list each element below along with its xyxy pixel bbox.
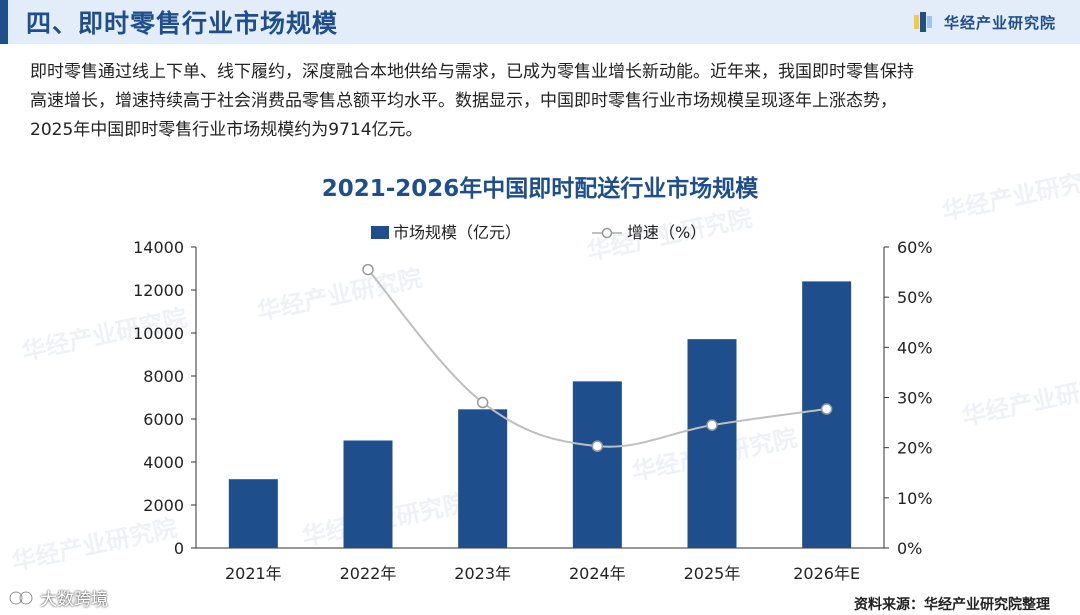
x-tick-label: 2026年E — [793, 564, 860, 583]
y-left-tick-label: 8000 — [143, 367, 184, 386]
y-right-tick-label: 20% — [897, 439, 933, 458]
x-tick-label: 2024年 — [569, 564, 626, 583]
bar — [687, 339, 737, 548]
x-tick-label: 2021年 — [225, 564, 282, 583]
y-right-ticks: 0% 10% 20% 30% 40% 50% 60% — [884, 238, 933, 558]
growth-point — [591, 440, 604, 452]
y-left-tick-label: 0 — [174, 539, 184, 558]
platform-name: 大数跨境 — [40, 590, 108, 610]
growth-point — [476, 396, 489, 409]
y-left-tick-label: 2000 — [143, 496, 184, 515]
bar — [343, 440, 393, 548]
legend-bar-swatch — [371, 226, 389, 239]
legend-label-line: 增速（%） — [627, 223, 706, 242]
brand-name: 华经产业研究院 — [943, 13, 1056, 32]
platform-watermark: 大数跨境 — [8, 585, 108, 610]
bar-series — [228, 281, 852, 548]
y-right-tick-label: 30% — [897, 389, 933, 408]
intro-line: 2025年中国即时零售行业市场规模约为9714亿元。 — [30, 120, 423, 140]
y-right-tick-label: 60% — [897, 238, 933, 257]
y-left-tick-label: 10000 — [133, 324, 184, 343]
chart-title: 2021-2026年中国即时配送行业市场规模 — [322, 175, 760, 202]
brand-logo-icon — [913, 12, 932, 32]
y-left-tick-label: 14000 — [133, 238, 184, 257]
y-right-tick-label: 0% — [897, 539, 922, 558]
title-accent-bar — [0, 0, 8, 44]
legend: 市场规模（亿元） 增速（%） — [371, 223, 706, 242]
growth-point — [820, 403, 833, 415]
y-right-tick-label: 40% — [897, 338, 933, 357]
platform-logo-icon — [8, 590, 34, 605]
legend-line-marker — [601, 227, 613, 239]
bar — [458, 409, 508, 548]
brand: 华经产业研究院 — [913, 10, 1056, 34]
source-note: 资料来源：华经产业研究院整理 — [854, 597, 1050, 613]
x-tick-label: 2025年 — [684, 564, 741, 583]
growth-point — [362, 263, 374, 276]
bar — [228, 479, 278, 548]
x-tick-label: 2022年 — [340, 564, 397, 583]
y-right-tick-label: 10% — [897, 489, 933, 508]
y-right-tick-label: 50% — [897, 288, 933, 307]
bar — [572, 381, 622, 548]
y-left-tick-label: 6000 — [143, 410, 184, 429]
y-left-tick-label: 4000 — [143, 453, 184, 472]
x-tick-label: 2023年 — [454, 564, 511, 583]
intro-paragraph: 即时零售通过线上下单、线下履约，深度融合本地供给与需求，已成为零售业增长新动能。… — [30, 58, 1055, 145]
legend-label-bar: 市场规模（亿元） — [393, 223, 521, 242]
growth-line-series — [362, 263, 833, 452]
growth-point — [706, 419, 718, 431]
x-tick-labels: 2021年 2022年 2023年 2024年 2025年 2026年E — [225, 564, 860, 583]
y-left-ticks: 0 2000 4000 6000 8000 10000 12000 14000 — [133, 238, 196, 558]
y-left-tick-label: 12000 — [133, 281, 184, 300]
intro-line: 高速增长，增速持续高于社会消费品零售总额平均水平。数据显示，中国即时零售行业市场… — [30, 91, 897, 111]
growth-line-path — [367, 268, 827, 448]
intro-line: 即时零售通过线上下单、线下履约，深度融合本地供给与需求，已成为零售业增长新动能。… — [30, 62, 914, 82]
title-bar: 四、即时零售行业市场规模 华经产业研究院 — [0, 0, 1080, 44]
section-title: 四、即时零售行业市场规模 — [26, 9, 339, 38]
